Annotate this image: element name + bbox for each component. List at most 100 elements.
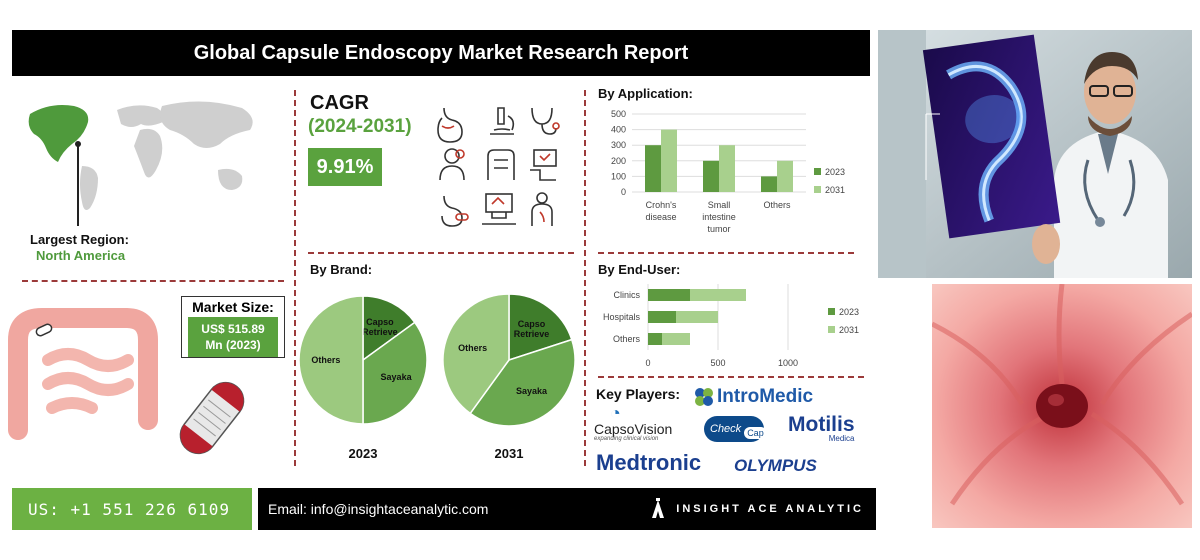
eu-legend-label-2023: 2023 — [839, 307, 859, 317]
end-user-bar-chart: 0 500 1000 Clinics Hospitals Others 2023 2031 — [603, 284, 859, 368]
eu-legend-swatch-2023 — [828, 308, 835, 315]
region-pointer — [77, 144, 79, 226]
checkcap-logo: Check Cap — [704, 416, 767, 442]
capsovision-tagline: expanding clinical vision — [594, 436, 659, 442]
eu-bar-clinics-2023 — [648, 289, 690, 301]
pie-title-2031: 2031 — [495, 446, 524, 461]
app-y-tick-0: 0 — [621, 187, 626, 197]
end-user-section-title: By End-User: — [598, 262, 681, 277]
app-legend-label-2023: 2023 — [825, 167, 845, 177]
cagr-value: 9.91% — [308, 148, 382, 186]
eu-y-label-others: Others — [613, 334, 641, 344]
pie-2023-slice-sayaka — [362, 321, 428, 425]
olympus-logo: OLYMPUS — [734, 456, 817, 475]
eu-x-tick-1000: 1000 — [778, 358, 798, 368]
eu-x-tick-500: 500 — [710, 358, 725, 368]
capsovision-mark-icon: ◔ — [610, 403, 621, 423]
pie-2023-label-capso-retrieve-1: Retrieve — [362, 327, 398, 337]
stethoscope-icon — [531, 107, 560, 135]
app-y-tick-500: 500 — [611, 109, 626, 119]
application-bar-chart: 0 100 200 300 400 500 Crohn's disease Small intes… — [611, 109, 845, 234]
pie-2031-slice-others — [442, 293, 510, 415]
pie-2031-slice-sayaka — [469, 338, 576, 427]
largest-region-value: North America — [36, 248, 126, 263]
report-title: Global Capsule Endoscopy Market Research… — [12, 30, 870, 76]
eu-y-label-hospitals: Hospitals — [603, 312, 641, 322]
market-size-box: Market Size: US$ 515.89 Mn (2023) — [181, 296, 285, 358]
pie-2023-slice-others — [298, 295, 364, 425]
key-players-title: Key Players: — [596, 386, 681, 402]
app-x-label-crohn-s-disease-1: disease — [645, 212, 676, 222]
pie-2031-label-sayaka-0: Sayaka — [516, 386, 548, 396]
checkcap-text: Check — [710, 423, 742, 435]
app-y-tick-300: 300 — [611, 140, 626, 150]
eu-legend-swatch-2031 — [828, 326, 835, 333]
eu-bar-clinics-2031 — [690, 289, 746, 301]
north-america-highlight — [28, 105, 89, 162]
application-section-title: By Application: — [598, 86, 693, 101]
motilis-text: Motilis — [788, 413, 855, 436]
intromedic-text: IntroMedic — [717, 386, 814, 407]
market-size-value: US$ 515.89 Mn (2023) — [188, 317, 278, 357]
intestine-icon — [8, 308, 158, 440]
phone-contact[interactable]: US: +1 551 226 6109 — [12, 488, 252, 530]
cagr-title: CAGR — [310, 92, 369, 114]
medical-icons-grid — [437, 107, 560, 227]
app-x-label-others-0: Others — [763, 200, 791, 210]
pie-2031-label-capso-retrieve-0: Capso — [518, 319, 546, 329]
intromedic-logo: IntroMedic — [694, 386, 813, 408]
app-legend-swatch-2023 — [814, 168, 821, 175]
email-contact[interactable]: Email: info@insightaceanalytic.com INSIG… — [258, 488, 876, 530]
app-x-label-small-intestine-tumor-0: Small — [708, 200, 731, 210]
eu-legend-label-2031: 2031 — [839, 325, 859, 335]
colon-icon — [487, 149, 515, 180]
checkcap-cap-text: Cap — [744, 427, 767, 439]
motilis-logo: Motilis Medica — [788, 413, 855, 444]
email-text[interactable]: Email: info@insightaceanalytic.com — [268, 501, 489, 517]
app-legend-label-2031: 2031 — [825, 185, 845, 195]
capsovision-logo: ◔ CapsoVision expanding clinical vision — [594, 404, 694, 442]
doctor-illustration — [878, 30, 1192, 278]
app-y-tick-100: 100 — [611, 171, 626, 181]
market-size-label: Market Size: — [192, 299, 274, 315]
capsovision-text: CapsoVision — [594, 421, 673, 437]
app-y-tick-200: 200 — [611, 156, 626, 166]
workstation-icon — [482, 193, 516, 225]
pie-title-2023: 2023 — [349, 446, 378, 461]
brand-section-title: By Brand: — [310, 262, 373, 277]
app-bar-small-intestine-tumor-2031 — [719, 145, 735, 192]
pie-2031-label-capso-retrieve-1: Retrieve — [514, 329, 550, 339]
eu-bar-hospitals-2031 — [676, 311, 718, 323]
brand-name: INSIGHT ACE ANALYTIC — [676, 503, 864, 515]
app-x-label-small-intestine-tumor-1: intestine — [702, 212, 736, 222]
app-bar-small-intestine-tumor-2023 — [703, 160, 719, 192]
doctor-icon — [439, 148, 465, 181]
eu-x-tick-0: 0 — [645, 358, 650, 368]
pie-2031-slice-capso-retrieve — [508, 293, 573, 362]
pie-2023-label-capso-retrieve-0: Capso — [366, 317, 394, 327]
app-bar-crohn-s-disease-2031 — [661, 129, 677, 192]
patient-icon — [531, 192, 553, 226]
medtronic-logo: Medtronic — [596, 450, 702, 475]
monitor-icon — [530, 149, 557, 181]
insight-ace-logo-icon — [652, 498, 665, 518]
eu-bar-others-2031 — [662, 333, 690, 345]
app-bar-others-2031 — [777, 160, 793, 192]
eu-bar-hospitals-2023 — [648, 311, 676, 323]
app-bar-crohn-s-disease-2023 — [645, 145, 661, 192]
cagr-years: (2024-2031) — [308, 116, 412, 137]
intestine-lining-illustration — [932, 284, 1192, 528]
eu-bar-others-2023 — [648, 333, 662, 345]
app-x-label-crohn-s-disease-0: Crohn's — [646, 200, 677, 210]
intromedic-mark-icon — [695, 388, 713, 406]
largest-region-label: Largest Region: — [30, 232, 129, 247]
pie-2023-label-others-0: Others — [311, 355, 340, 365]
stomach-icon — [437, 107, 463, 143]
app-bar-others-2023 — [761, 176, 777, 192]
pill-stomach-icon — [441, 195, 469, 227]
pie-2023-label-sayaka-0: Sayaka — [381, 372, 413, 382]
app-y-tick-400: 400 — [611, 125, 626, 135]
microscope-icon — [490, 107, 515, 135]
world-map-icon — [28, 101, 253, 210]
brand-pie-charts: CapsoRetrieveSayakaOthers2023CapsoRetrie… — [298, 293, 576, 461]
